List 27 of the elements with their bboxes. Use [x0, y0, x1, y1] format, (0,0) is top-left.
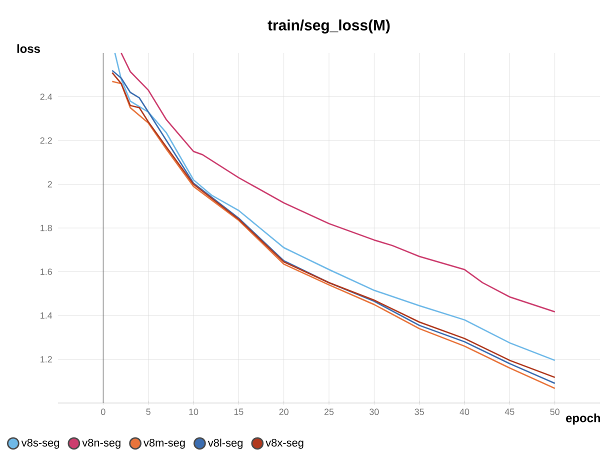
line-series [120, 52, 556, 312]
y-tick-label: 1.8 [40, 224, 52, 232]
x-tick-label: 30 [370, 408, 379, 415]
x-tick-label: 20 [279, 408, 288, 415]
y-tick-label: 1.6 [40, 268, 52, 275]
x-tick-label: 10 [189, 408, 198, 415]
legend-label: v8s-seg [21, 438, 60, 449]
legend-label: v8m-seg [144, 438, 185, 449]
x-tick-label: 50 [550, 408, 560, 415]
y-axis-title: loss [17, 44, 40, 53]
y-tick-label: 2.2 [40, 137, 52, 144]
legend-label: v8l-seg [208, 438, 243, 449]
x-tick-label: 45 [504, 408, 514, 415]
x-tick-label: 35 [414, 408, 424, 415]
x-tick-label: 0 [101, 408, 106, 415]
y-tick-label: 2.4 [40, 94, 52, 100]
y-tick-label: 1.2 [40, 356, 52, 362]
x-tick-label: 5 [146, 408, 150, 415]
y-tick-label: 1.4 [40, 312, 52, 319]
legend-label: v8n-seg [82, 438, 120, 449]
legend-label: v8x-seg [266, 438, 304, 449]
y-tick-label: 2 [48, 181, 52, 188]
x-axis-title: epoch [566, 414, 600, 425]
x-tick-label: 25 [324, 408, 334, 415]
x-tick-label: 40 [460, 408, 470, 415]
chart-title: train/seg_loss(M) [268, 20, 390, 34]
x-tick-label: 15 [234, 408, 244, 415]
